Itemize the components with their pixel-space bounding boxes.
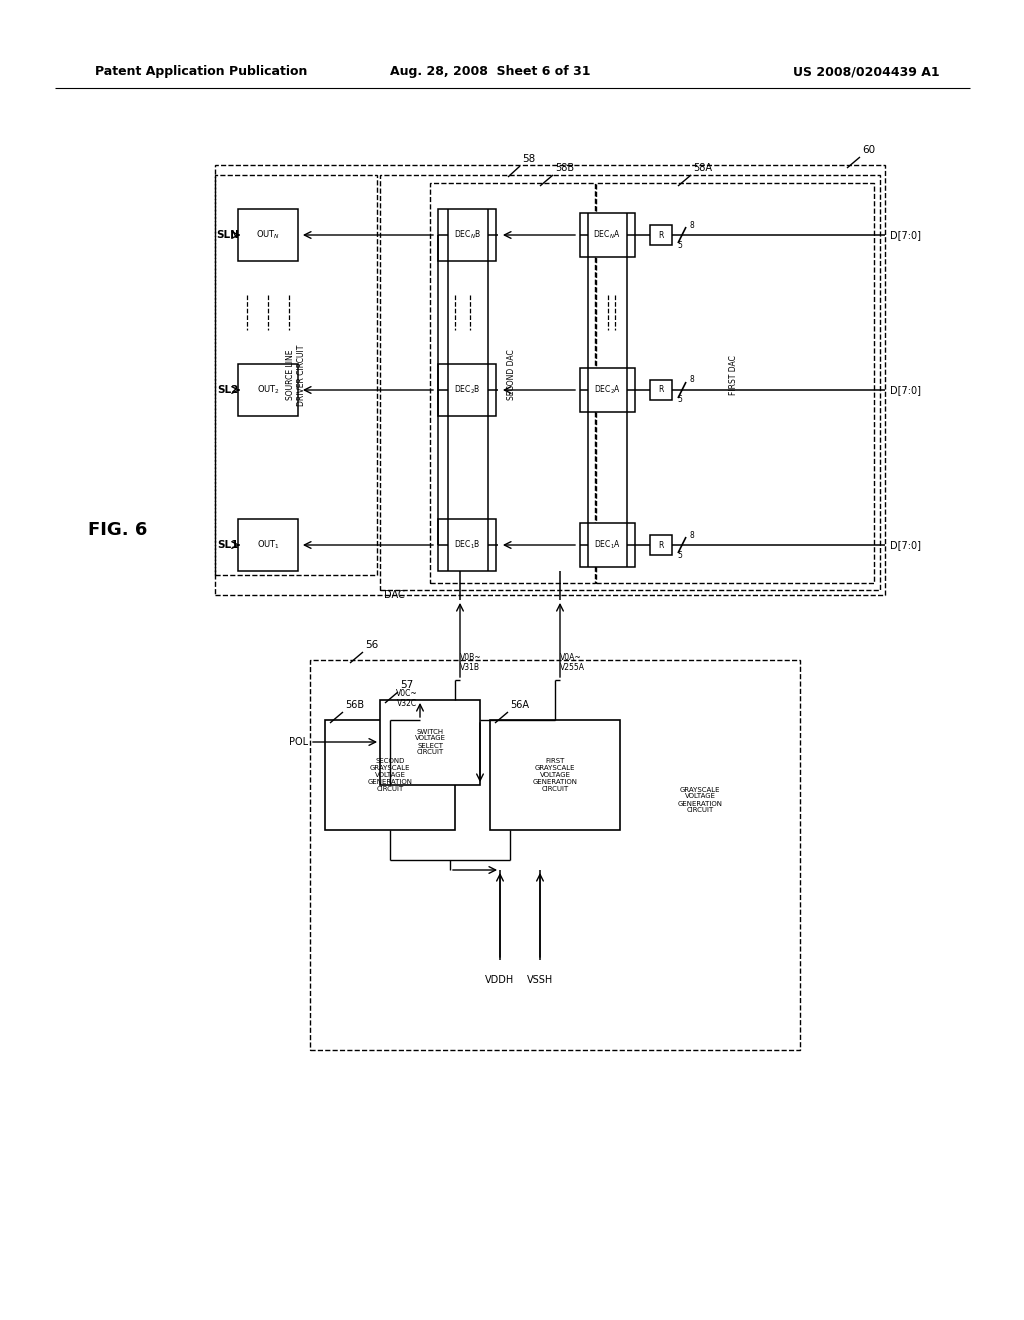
Text: Patent Application Publication: Patent Application Publication xyxy=(95,66,307,78)
Text: 56B: 56B xyxy=(345,700,365,710)
Bar xyxy=(580,523,635,568)
Text: 58A: 58A xyxy=(693,162,712,173)
Bar xyxy=(380,176,880,590)
Bar xyxy=(650,535,672,554)
Text: SECOND DAC: SECOND DAC xyxy=(508,350,516,400)
Bar xyxy=(380,700,480,785)
Text: 5: 5 xyxy=(677,240,682,249)
Text: 60: 60 xyxy=(862,145,876,154)
Text: VDDH: VDDH xyxy=(485,975,515,985)
Text: V0B~
V31B: V0B~ V31B xyxy=(460,652,481,672)
Text: OUT$_N$: OUT$_N$ xyxy=(256,228,280,242)
Text: 58: 58 xyxy=(522,154,536,164)
Text: 57: 57 xyxy=(400,680,414,690)
Bar xyxy=(325,719,455,830)
Text: POL: POL xyxy=(289,737,308,747)
Text: US 2008/0204439 A1: US 2008/0204439 A1 xyxy=(794,66,940,78)
Text: 56A: 56A xyxy=(510,700,529,710)
Text: R: R xyxy=(658,385,664,395)
Text: SECOND
GRAYSCALE
VOLTAGE
GENERATION
CIRCUIT: SECOND GRAYSCALE VOLTAGE GENERATION CIRC… xyxy=(368,758,413,792)
Text: Aug. 28, 2008  Sheet 6 of 31: Aug. 28, 2008 Sheet 6 of 31 xyxy=(390,66,590,78)
Bar xyxy=(238,209,298,261)
Text: SWITCH
VOLTAGE
SELECT
CIRCUIT: SWITCH VOLTAGE SELECT CIRCUIT xyxy=(415,729,445,755)
Bar xyxy=(438,364,496,416)
Bar xyxy=(238,519,298,572)
Text: OUT$_1$: OUT$_1$ xyxy=(257,539,280,552)
Text: R: R xyxy=(658,231,664,239)
Bar xyxy=(438,209,496,261)
Text: VSSH: VSSH xyxy=(527,975,553,985)
Text: 56: 56 xyxy=(365,640,378,649)
Text: 8: 8 xyxy=(689,375,693,384)
Text: 8: 8 xyxy=(689,531,693,540)
Text: 5: 5 xyxy=(677,396,682,404)
Text: FIG. 6: FIG. 6 xyxy=(88,521,147,539)
Text: V0A~
V255A: V0A~ V255A xyxy=(560,652,585,672)
Text: SL1: SL1 xyxy=(217,540,239,550)
Bar xyxy=(430,183,595,583)
Text: DAC: DAC xyxy=(384,590,404,601)
Bar xyxy=(580,368,635,412)
Bar xyxy=(650,224,672,246)
Text: DEC$_2$B: DEC$_2$B xyxy=(454,384,480,396)
Text: SLN: SLN xyxy=(216,230,240,240)
Text: DEC$_2$A: DEC$_2$A xyxy=(594,384,621,396)
Bar xyxy=(650,380,672,400)
Bar xyxy=(238,364,298,416)
Text: 5: 5 xyxy=(677,550,682,560)
Text: D[7:0]: D[7:0] xyxy=(890,385,921,395)
Text: OUT$_2$: OUT$_2$ xyxy=(257,384,280,396)
Text: D[7:0]: D[7:0] xyxy=(890,540,921,550)
Text: DEC$_N$B: DEC$_N$B xyxy=(454,228,480,242)
Bar xyxy=(596,183,874,583)
Bar xyxy=(215,176,377,576)
Bar xyxy=(580,213,635,257)
Text: D[7:0]: D[7:0] xyxy=(890,230,921,240)
Bar xyxy=(310,660,800,1049)
Text: R: R xyxy=(658,540,664,549)
Text: SOURCE LINE
DRIVER CIRCUIT: SOURCE LINE DRIVER CIRCUIT xyxy=(287,345,306,405)
Bar xyxy=(490,719,620,830)
Text: SL2: SL2 xyxy=(217,385,239,395)
Text: DEC$_N$A: DEC$_N$A xyxy=(593,228,621,242)
Bar xyxy=(438,519,496,572)
Text: DEC$_1$A: DEC$_1$A xyxy=(594,539,621,552)
Text: DEC$_1$B: DEC$_1$B xyxy=(454,539,480,552)
Text: V0C~
V32C: V0C~ V32C xyxy=(396,689,418,708)
Text: 58B: 58B xyxy=(555,162,574,173)
Text: 8: 8 xyxy=(689,220,693,230)
Text: FIRST
GRAYSCALE
VOLTAGE
GENERATION
CIRCUIT: FIRST GRAYSCALE VOLTAGE GENERATION CIRCU… xyxy=(532,758,578,792)
Bar xyxy=(215,165,885,595)
Text: GRAYSCALE
VOLTAGE
GENERATION
CIRCUIT: GRAYSCALE VOLTAGE GENERATION CIRCUIT xyxy=(678,787,723,813)
Text: FIRST DAC: FIRST DAC xyxy=(728,355,737,395)
